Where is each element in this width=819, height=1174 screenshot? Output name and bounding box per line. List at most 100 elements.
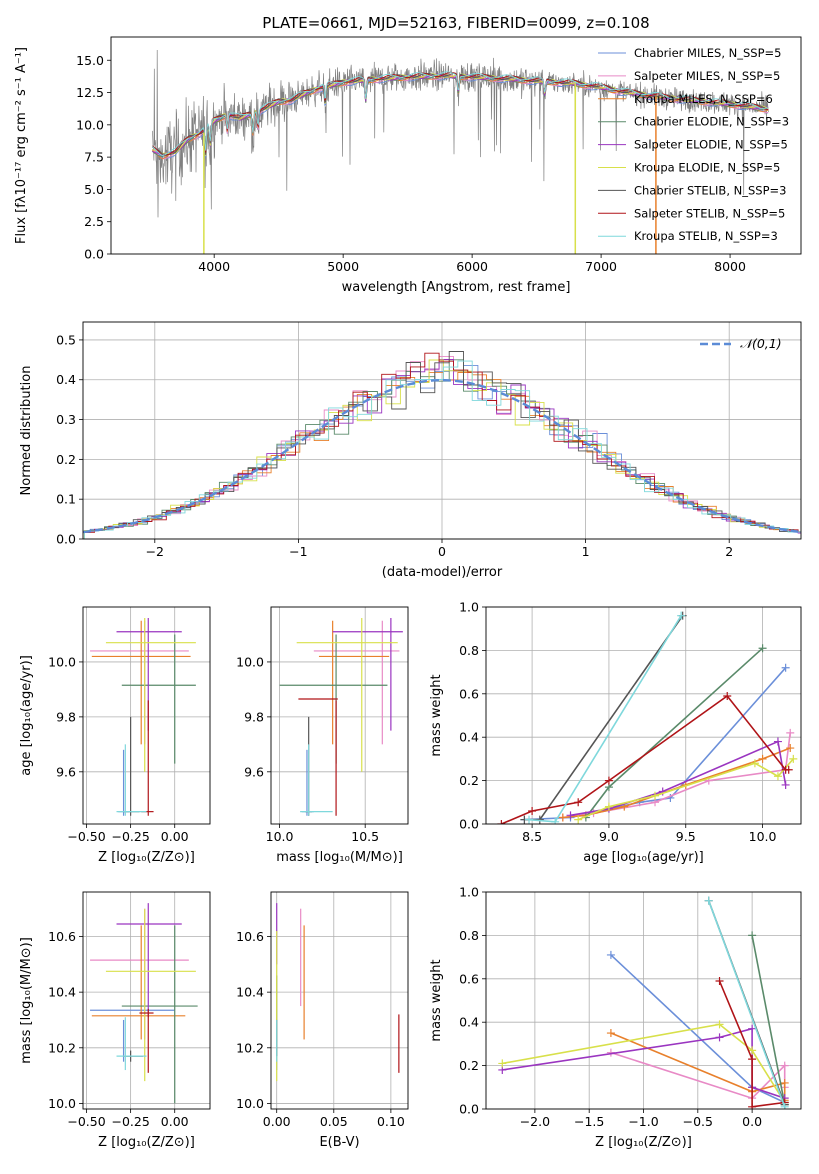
residuals-plot-area: [83, 351, 801, 539]
x-axis-label: Z [log₁₀(Z/Z⊙)]: [595, 1135, 692, 1150]
y-tick-label: 15.0: [76, 53, 104, 68]
plus-marker: [551, 817, 560, 824]
y-tick-label: 7.5: [84, 150, 104, 165]
legend-entry: Salpeter ELODIE, N_SSP=5: [634, 138, 788, 152]
legend-entry: Chabrier STELIB, N_SSP=3: [634, 183, 786, 197]
plus-marker: [748, 1046, 757, 1055]
mass_vs_EBV-frame: [270, 891, 409, 1110]
y-tick-label: 0.0: [56, 532, 76, 547]
error-bar-point: [90, 1009, 175, 1062]
x-tick-label: −2.0: [520, 1114, 550, 1129]
plus-marker: [773, 737, 782, 746]
y-tick-label: 10.6: [48, 929, 76, 944]
age_vs_mass-plot-area: [279, 617, 403, 816]
weight-series-3: [751, 935, 786, 1105]
x-axis-label: (data-model)/error: [382, 565, 503, 580]
y-tick-label: 1.0: [459, 885, 479, 900]
x-axis-label: wavelength [Angstrom, rest frame]: [342, 280, 571, 295]
error-bar-point: [300, 744, 333, 816]
error-bar-point: [90, 620, 189, 745]
histogram-series-8: [83, 360, 801, 539]
y-tick-label: 9.8: [56, 709, 76, 724]
error-bar-point: [116, 903, 182, 1018]
weight-series-7: [718, 980, 785, 1108]
plus-marker: [786, 744, 795, 753]
plus-marker: [750, 759, 759, 768]
x-tick-label: 8000: [714, 259, 746, 274]
plus-marker: [758, 644, 767, 653]
mass_vs_EBV-plot-area: [276, 903, 400, 1082]
error-bar-point: [298, 698, 338, 816]
plus-marker: [558, 813, 567, 822]
error-bar-point: [105, 908, 196, 1082]
weight_vs_age-axes: 8.5 9.0 9.5 10.0 0.0 0.2 0.4 0.6 0.8 1.0 age [log₁…: [429, 600, 801, 865]
plus-marker: [715, 1020, 724, 1029]
x-tick-label: 10.0: [266, 829, 294, 844]
plus-marker: [781, 663, 790, 672]
error-bar-point: [90, 908, 189, 1040]
y-tick-label: 0.2: [56, 452, 76, 467]
plus-marker: [525, 815, 534, 824]
y-tick-label: 10.4: [48, 985, 76, 1000]
x-tick-label: 0.00: [161, 829, 189, 844]
error-bar-point: [91, 925, 186, 1040]
y-tick-label: 12.5: [76, 85, 104, 100]
weight-series-5: [577, 758, 794, 821]
histogram-series-4: [83, 359, 801, 534]
y-axis-label: Flux [fλ10⁻¹⁷ erg cm⁻² s⁻¹ A⁻¹]: [14, 47, 29, 244]
y-tick-label: 1.0: [459, 600, 479, 615]
x-tick-label: 8.5: [522, 829, 542, 844]
y-tick-label: 10.0: [48, 654, 76, 669]
plus-marker: [606, 1029, 615, 1038]
mass_vs_Z-axes: −0.50 −0.25 0.00 10.0 10.2 10.4 10.6 Z [log₁₀(Z…: [19, 892, 210, 1150]
y-tick-label: 0.0: [459, 1102, 479, 1117]
error-bar-point: [139, 1008, 154, 1073]
plus-marker: [748, 1055, 757, 1064]
x-tick-label: 0.10: [377, 1114, 405, 1129]
x-tick-label: −2: [146, 544, 164, 559]
normal-pdf-line: [83, 379, 799, 534]
weight-series-4: [570, 740, 787, 817]
x-tick-label: 0.00: [263, 1114, 291, 1129]
x-tick-label: −1.0: [628, 1114, 658, 1129]
y-tick-label: 10.0: [76, 117, 104, 132]
x-tick-label: −0.5: [683, 1114, 713, 1129]
plus-marker: [748, 931, 757, 940]
error-bar-point: [318, 620, 390, 745]
y-tick-label: 9.6: [56, 764, 76, 779]
mass_vs_EBV-axes: 0.00 0.05 0.10 10.0 10.2 10.4 10.6 E(B-V): [236, 892, 408, 1150]
histogram-series-5: [83, 359, 801, 539]
error-bar-point: [116, 744, 147, 816]
legend-entry: Salpeter STELIB, N_SSP=5: [634, 206, 785, 220]
plus-marker: [497, 820, 506, 824]
plus-marker: [781, 780, 790, 789]
legend-entry: Kroupa STELIB, N_SSP=3: [634, 229, 778, 243]
plus-marker: [704, 896, 713, 905]
spectrum-frame: [110, 36, 802, 255]
histogram-series-2: [83, 371, 801, 539]
plus-marker: [780, 1061, 789, 1070]
x-tick-label: 9.5: [676, 829, 696, 844]
age_vs_mass-axes: 10.0 10.5 9.6 9.8 10.0 mass [log₁₀(M/M⊙)]: [236, 607, 408, 865]
plus-marker: [651, 791, 660, 800]
y-tick-label: 10.0: [236, 654, 264, 669]
weight-series-3: [585, 647, 764, 818]
plus-marker: [566, 811, 575, 820]
weight_vs_Z-axes: −2.0 −1.5 −1.0 −0.5 0.0 0.0 0.2 0.4 0.6 0.8 1.0 Z […: [429, 885, 801, 1150]
model-spectrum-8: [151, 71, 769, 156]
weight-series-1: [610, 1051, 786, 1100]
y-axis-label: age [log₁₀(age/yr)]: [19, 655, 34, 776]
y-tick-label: 0.1: [56, 492, 76, 507]
age_vs_Z-frame: [82, 606, 211, 825]
plus-marker: [604, 776, 613, 785]
x-tick-label: 10.0: [749, 829, 777, 844]
histogram-series-1: [83, 355, 801, 533]
weight_vs_Z-frame: [485, 891, 802, 1110]
y-tick-label: 9.8: [244, 709, 264, 724]
spectrum-legend: Chabrier MILES, N_SSP=5 Salpeter MILES, N…: [598, 46, 789, 243]
x-tick-label: 7000: [585, 259, 617, 274]
y-tick-label: 0.4: [459, 1015, 479, 1030]
weight-series-8: [707, 900, 786, 1108]
